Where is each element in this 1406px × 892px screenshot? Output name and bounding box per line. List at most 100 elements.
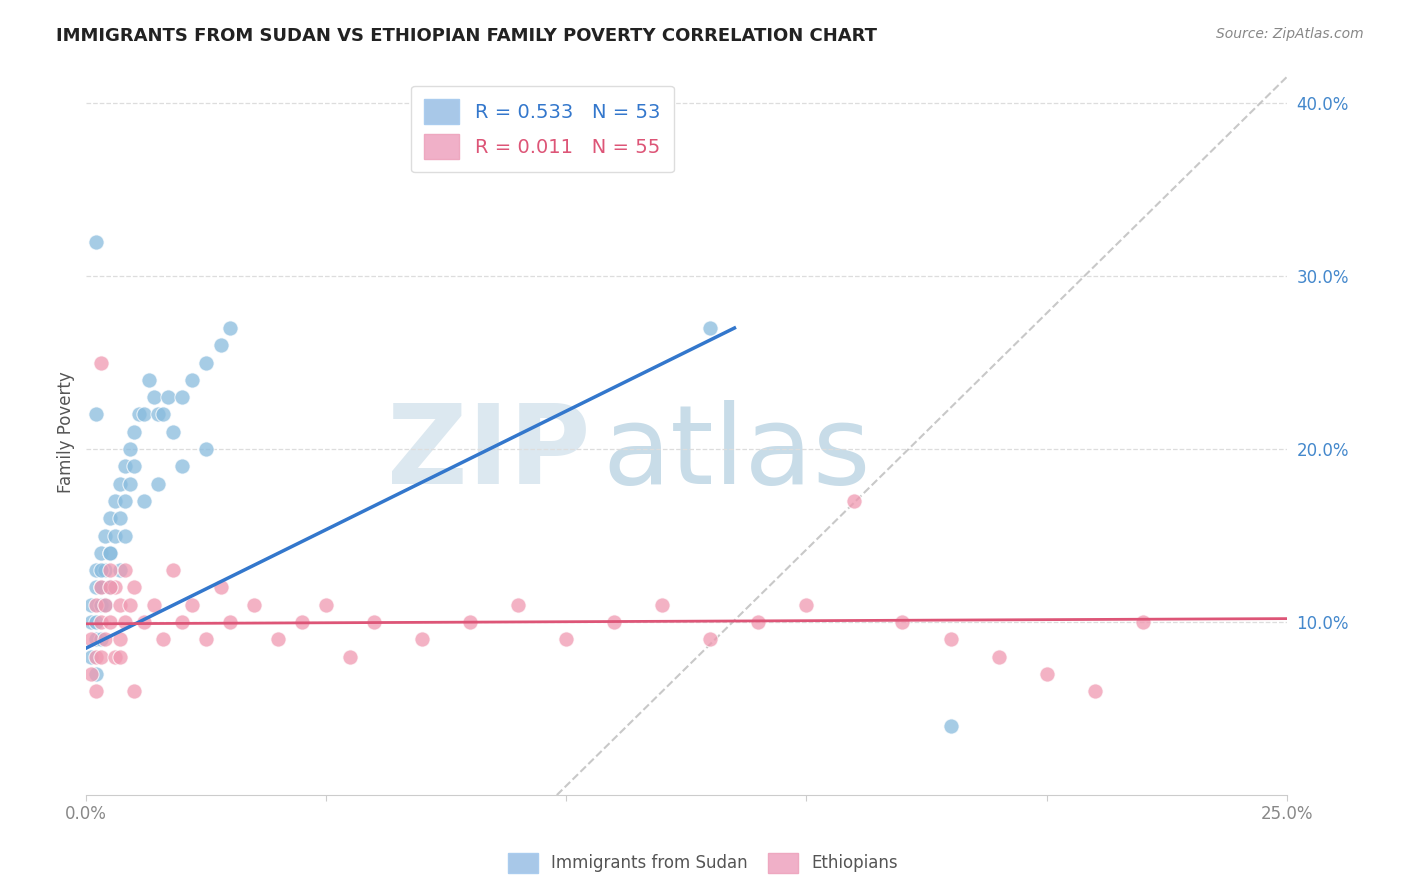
Point bbox=[90, 563, 112, 577]
Point bbox=[114, 494, 136, 508]
Point bbox=[603, 615, 626, 629]
Point bbox=[90, 615, 112, 629]
Point bbox=[80, 667, 103, 681]
Point bbox=[114, 615, 136, 629]
Point bbox=[411, 632, 433, 647]
Point bbox=[98, 615, 121, 629]
Point bbox=[80, 615, 103, 629]
Point bbox=[132, 408, 155, 422]
Point bbox=[172, 615, 194, 629]
Text: atlas: atlas bbox=[602, 401, 870, 507]
Point bbox=[84, 408, 107, 422]
Point bbox=[84, 649, 107, 664]
Point bbox=[104, 494, 127, 508]
Point bbox=[98, 581, 121, 595]
Point bbox=[94, 528, 117, 542]
Point bbox=[315, 598, 337, 612]
Point bbox=[162, 563, 184, 577]
Point bbox=[84, 235, 107, 249]
Point bbox=[142, 598, 165, 612]
Point bbox=[555, 632, 578, 647]
Point bbox=[209, 338, 232, 352]
Point bbox=[104, 649, 127, 664]
Point bbox=[363, 615, 385, 629]
Point bbox=[1132, 615, 1154, 629]
Point bbox=[104, 528, 127, 542]
Point bbox=[148, 408, 170, 422]
Point bbox=[138, 373, 160, 387]
Point bbox=[219, 615, 242, 629]
Point bbox=[172, 459, 194, 474]
Point bbox=[118, 598, 141, 612]
Point bbox=[98, 563, 121, 577]
Point bbox=[339, 649, 361, 664]
Point bbox=[124, 459, 146, 474]
Point bbox=[90, 581, 112, 595]
Point bbox=[267, 632, 290, 647]
Point bbox=[84, 667, 107, 681]
Point bbox=[108, 563, 131, 577]
Point bbox=[94, 563, 117, 577]
Point bbox=[108, 649, 131, 664]
Point bbox=[124, 581, 146, 595]
Point bbox=[90, 649, 112, 664]
Point bbox=[162, 425, 184, 439]
Point bbox=[90, 546, 112, 560]
Point bbox=[114, 459, 136, 474]
Point bbox=[124, 425, 146, 439]
Point bbox=[118, 442, 141, 456]
Y-axis label: Family Poverty: Family Poverty bbox=[58, 371, 75, 492]
Point bbox=[152, 632, 174, 647]
Point bbox=[98, 581, 121, 595]
Point bbox=[195, 442, 218, 456]
Point bbox=[94, 632, 117, 647]
Point bbox=[152, 408, 174, 422]
Point bbox=[114, 528, 136, 542]
Point bbox=[128, 408, 150, 422]
Point bbox=[94, 598, 117, 612]
Point bbox=[243, 598, 266, 612]
Point bbox=[172, 390, 194, 404]
Point bbox=[84, 632, 107, 647]
Point bbox=[699, 321, 721, 335]
Point bbox=[180, 598, 202, 612]
Point bbox=[98, 546, 121, 560]
Point bbox=[156, 390, 179, 404]
Point bbox=[1035, 667, 1057, 681]
Point bbox=[108, 632, 131, 647]
Point bbox=[108, 598, 131, 612]
Point bbox=[195, 632, 218, 647]
Point bbox=[844, 494, 866, 508]
Point bbox=[796, 598, 818, 612]
Point bbox=[80, 632, 103, 647]
Point bbox=[939, 632, 962, 647]
Point bbox=[98, 546, 121, 560]
Point bbox=[987, 649, 1010, 664]
Point bbox=[84, 684, 107, 698]
Point bbox=[291, 615, 314, 629]
Point bbox=[90, 598, 112, 612]
Point bbox=[1083, 684, 1105, 698]
Point bbox=[80, 598, 103, 612]
Point bbox=[891, 615, 914, 629]
Point bbox=[90, 581, 112, 595]
Point bbox=[84, 563, 107, 577]
Point bbox=[84, 615, 107, 629]
Text: Source: ZipAtlas.com: Source: ZipAtlas.com bbox=[1216, 27, 1364, 41]
Point bbox=[118, 476, 141, 491]
Legend: Immigrants from Sudan, Ethiopians: Immigrants from Sudan, Ethiopians bbox=[502, 847, 904, 880]
Point bbox=[142, 390, 165, 404]
Point bbox=[80, 649, 103, 664]
Point bbox=[508, 598, 530, 612]
Point bbox=[195, 355, 218, 369]
Point bbox=[108, 476, 131, 491]
Point bbox=[124, 684, 146, 698]
Point bbox=[132, 615, 155, 629]
Point bbox=[84, 598, 107, 612]
Point bbox=[939, 719, 962, 733]
Point bbox=[90, 355, 112, 369]
Text: ZIP: ZIP bbox=[387, 401, 591, 507]
Point bbox=[132, 494, 155, 508]
Point bbox=[84, 581, 107, 595]
Point bbox=[108, 511, 131, 525]
